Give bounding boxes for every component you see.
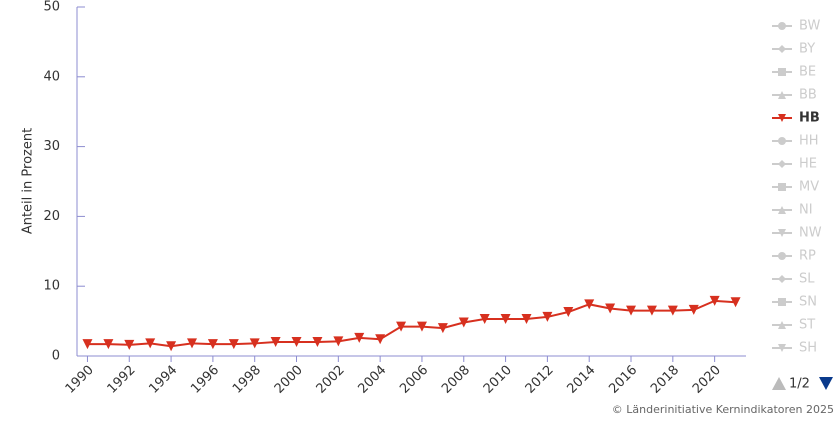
- legend-marker: [778, 137, 786, 145]
- y-tick-label: 40: [43, 69, 60, 84]
- x-tick-label: 1998: [230, 363, 264, 397]
- data-point: [688, 304, 699, 315]
- y-tick-label: 50: [43, 0, 60, 15]
- legend-label[interactable]: ST: [799, 318, 815, 333]
- legend-marker: [778, 91, 786, 99]
- legend-marker: [778, 298, 786, 306]
- x-tick-label: 2006: [397, 363, 431, 397]
- y-tick-label: 10: [43, 279, 60, 294]
- data-point: [354, 332, 365, 343]
- data-point: [186, 338, 197, 349]
- legend-page-down[interactable]: [819, 377, 833, 390]
- legend-label[interactable]: HH: [799, 134, 819, 149]
- x-tick-label: 2014: [564, 363, 598, 397]
- data-point: [584, 299, 595, 310]
- data-point: [416, 321, 427, 332]
- legend-marker: [778, 22, 786, 30]
- legend-marker: [778, 206, 786, 214]
- legend-label[interactable]: BE: [799, 65, 816, 80]
- data-point: [667, 305, 678, 316]
- series-line: [87, 299, 736, 348]
- x-tick-label: 2002: [314, 363, 348, 397]
- legend-label[interactable]: RP: [799, 249, 816, 264]
- x-tick-label: 2020: [690, 363, 724, 397]
- data-point: [82, 339, 93, 350]
- legend-label[interactable]: SH: [799, 341, 817, 356]
- x-tick-label: 2010: [481, 363, 515, 397]
- legend-label[interactable]: HB: [799, 111, 820, 126]
- x-tick-label: 2018: [648, 363, 682, 397]
- data-point: [709, 295, 720, 306]
- legend-label[interactable]: MV: [799, 180, 819, 195]
- data-point: [333, 336, 344, 347]
- data-point: [396, 321, 407, 332]
- legend-label[interactable]: BW: [799, 19, 820, 34]
- data-point: [166, 341, 177, 352]
- legend-marker: [778, 252, 786, 260]
- data-point: [521, 314, 532, 325]
- data-point: [375, 334, 386, 345]
- legend-marker: [778, 183, 786, 191]
- data-point: [145, 338, 156, 349]
- x-tick-label: 2016: [606, 363, 640, 397]
- legend-marker: [778, 321, 786, 329]
- y-tick-label: 20: [43, 209, 60, 224]
- data-point: [563, 307, 574, 318]
- x-tick-label: 2004: [355, 363, 389, 397]
- x-tick-label: 2000: [272, 363, 306, 397]
- data-point: [228, 339, 239, 350]
- legend-label[interactable]: HE: [799, 157, 817, 172]
- x-tick-label: 1996: [188, 363, 222, 397]
- legend-page: 1/2: [789, 377, 810, 392]
- legend-label[interactable]: BB: [799, 88, 817, 103]
- data-point: [730, 297, 741, 308]
- legend-marker: [778, 114, 786, 122]
- legend-label[interactable]: NI: [799, 203, 813, 218]
- data-point: [291, 337, 302, 348]
- x-tick-label: 2008: [439, 363, 473, 397]
- x-tick-label: 2012: [523, 363, 557, 397]
- x-tick-label: 1994: [146, 363, 180, 397]
- x-tick-label: 1990: [63, 363, 97, 397]
- legend-marker: [778, 344, 786, 352]
- legend-label[interactable]: SL: [799, 272, 815, 287]
- legend-page-up[interactable]: [772, 377, 786, 390]
- legend-marker: [778, 160, 786, 168]
- legend-marker: [778, 45, 786, 53]
- y-tick-label: 30: [43, 139, 60, 154]
- data-point: [207, 339, 218, 350]
- data-point: [312, 337, 323, 348]
- data-point: [646, 305, 657, 316]
- data-point: [270, 337, 281, 348]
- legend-label[interactable]: SN: [799, 295, 817, 310]
- legend-label[interactable]: BY: [799, 42, 815, 57]
- data-point: [626, 305, 637, 316]
- data-point: [500, 314, 511, 325]
- data-point: [605, 303, 616, 314]
- legend-marker: [778, 275, 786, 283]
- credit: © Länderinitiative Kernindikatoren 2025: [612, 403, 834, 416]
- data-point: [479, 314, 490, 325]
- legend-label[interactable]: NW: [799, 226, 822, 241]
- data-point: [437, 323, 448, 334]
- x-tick-label: 1992: [105, 363, 139, 397]
- data-point: [542, 311, 553, 322]
- y-axis-label: Anteil in Prozent: [21, 128, 36, 234]
- legend-marker: [778, 68, 786, 76]
- data-point: [124, 339, 135, 350]
- legend-marker: [778, 229, 786, 237]
- data-point: [249, 338, 260, 349]
- y-tick-label: 0: [52, 349, 60, 364]
- data-point: [103, 339, 114, 350]
- data-point: [458, 317, 469, 328]
